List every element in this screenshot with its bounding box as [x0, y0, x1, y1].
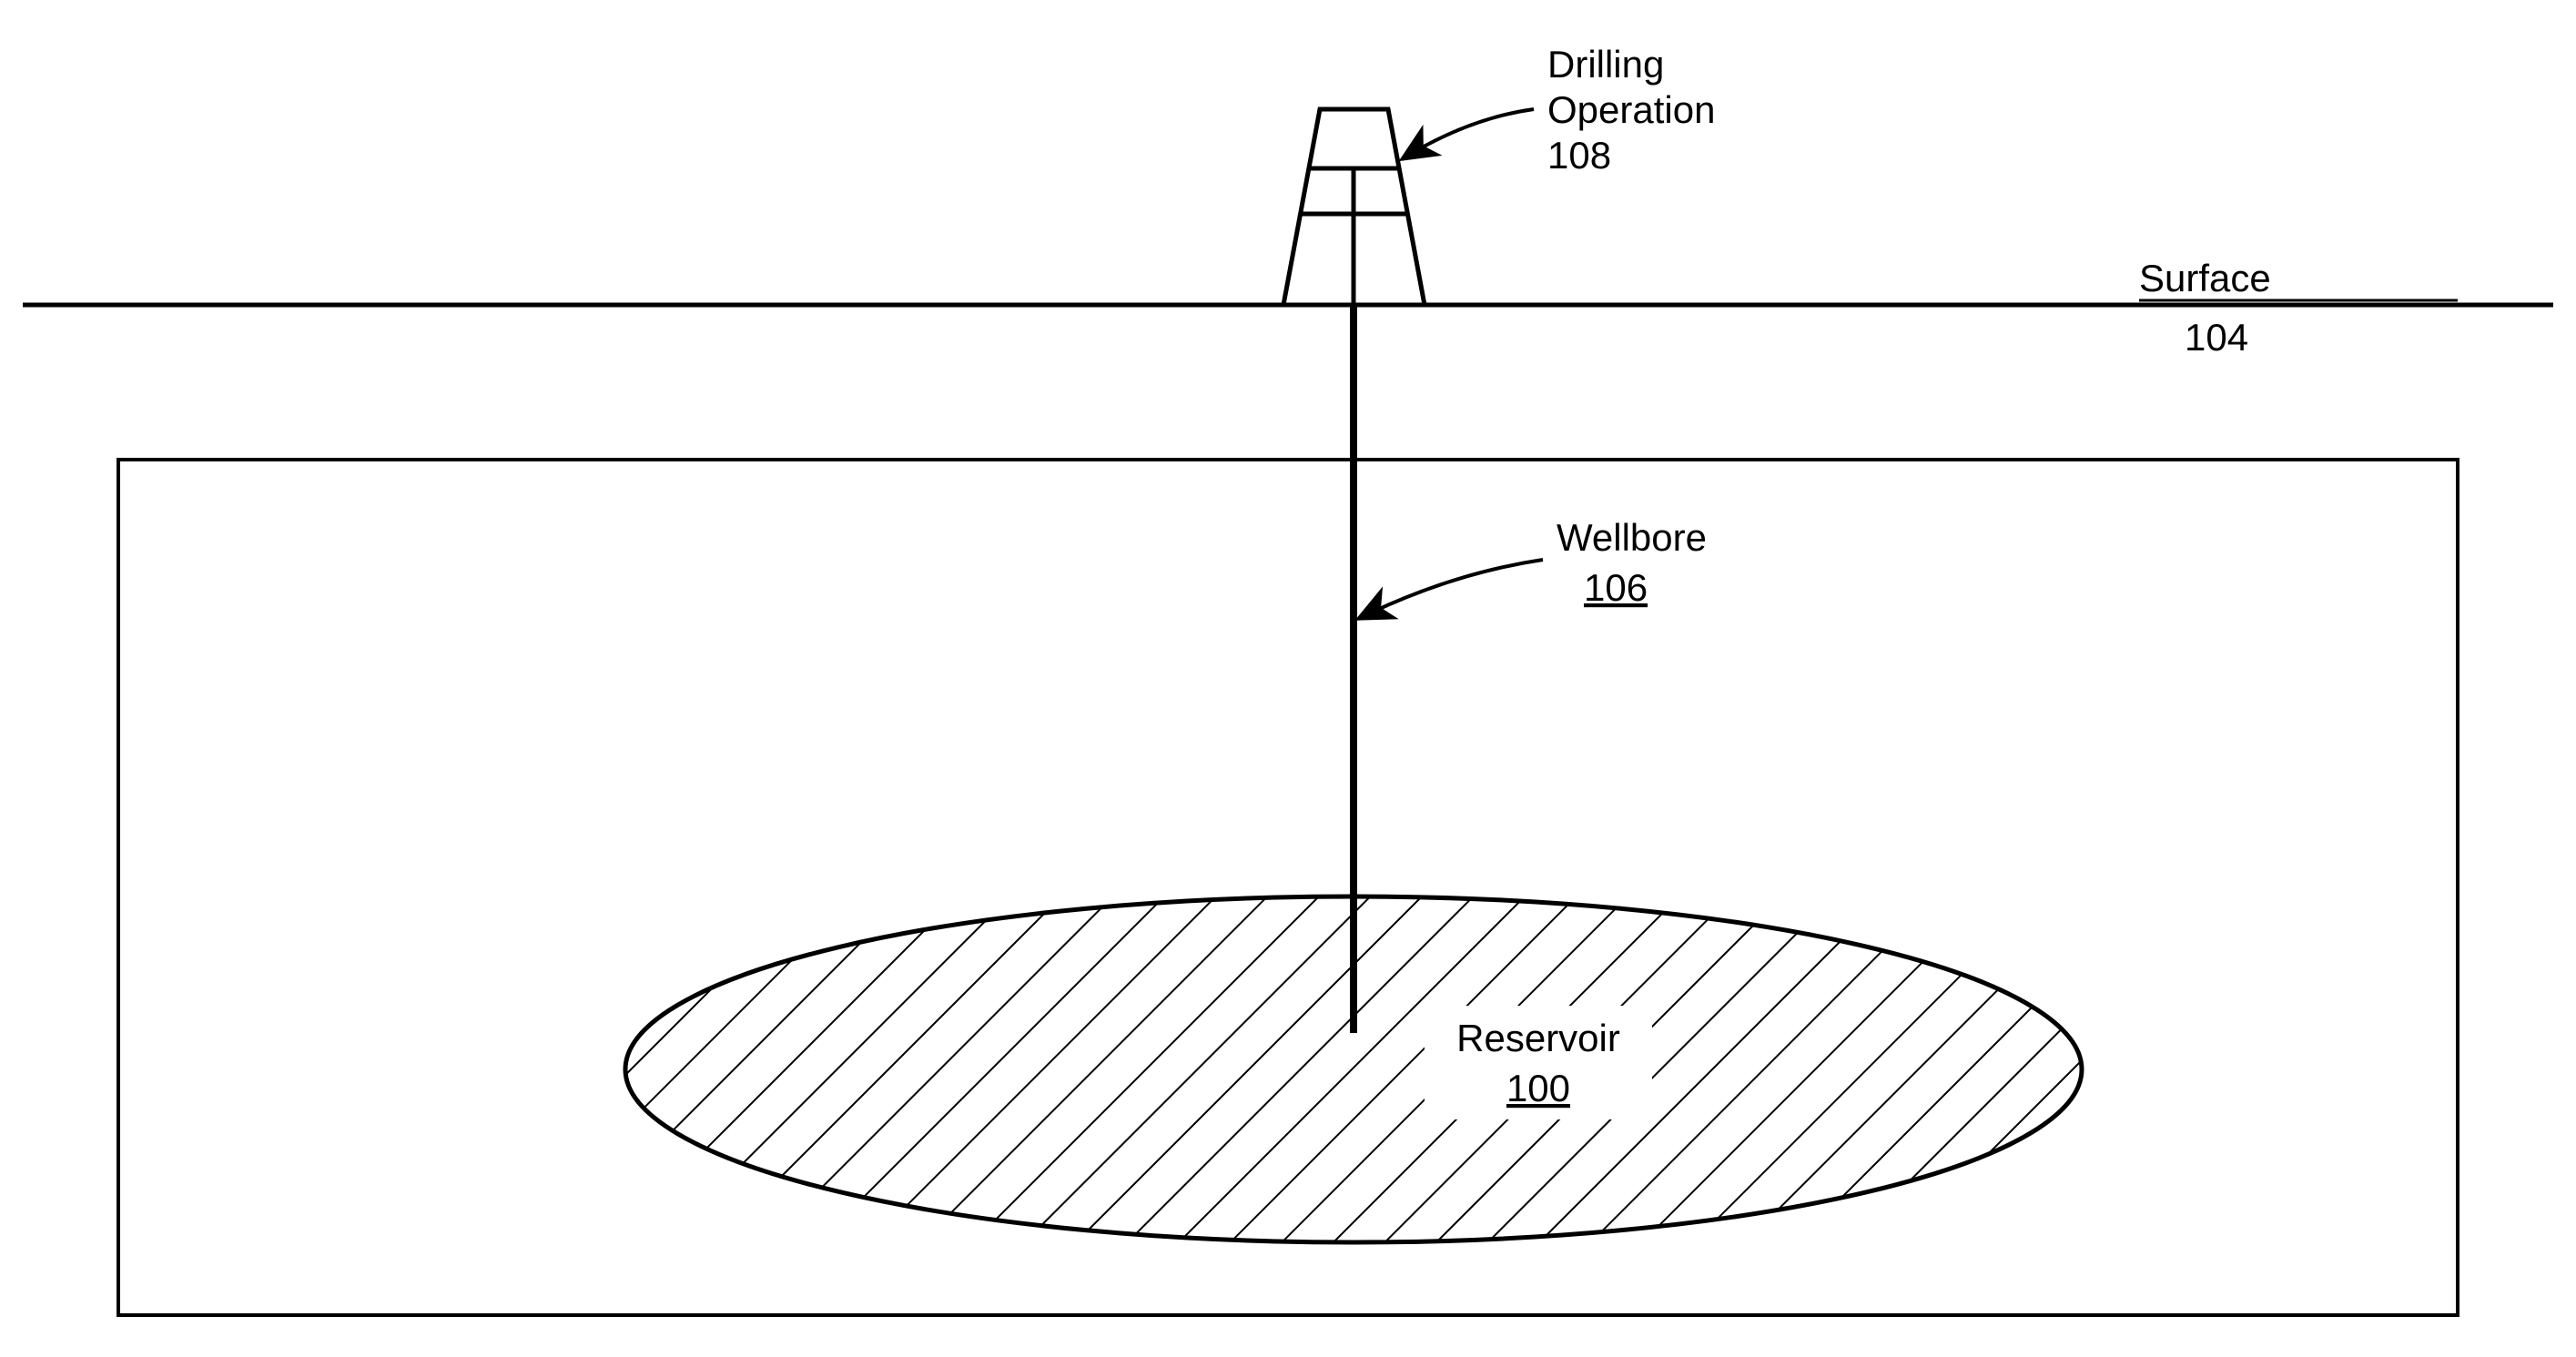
svg-text:108: 108 [1547, 134, 1611, 177]
svg-text:106: 106 [1584, 566, 1648, 609]
svg-text:Operation: Operation [1547, 88, 1715, 131]
reservoir-ref: 100 [1506, 1067, 1570, 1109]
leader-wellbore [1358, 560, 1543, 619]
wellbore-label: Wellbore 106 [1557, 516, 1707, 609]
surface-label: Surface 104 [2139, 257, 2458, 359]
svg-text:Drilling: Drilling [1547, 43, 1664, 86]
reservoir-label: Reservoir [1456, 1017, 1620, 1059]
leader-drilling-operation [1402, 109, 1534, 159]
drilling-rig-icon [1283, 109, 1425, 305]
svg-text:Wellbore: Wellbore [1557, 516, 1707, 559]
wellbore-diagram: Reservoir 100 Drilling Operation 108 Sur… [0, 0, 2576, 1357]
svg-text:Surface: Surface [2139, 257, 2271, 299]
drilling-operation-label: Drilling Operation 108 [1547, 43, 1715, 177]
svg-text:104: 104 [2185, 316, 2248, 359]
